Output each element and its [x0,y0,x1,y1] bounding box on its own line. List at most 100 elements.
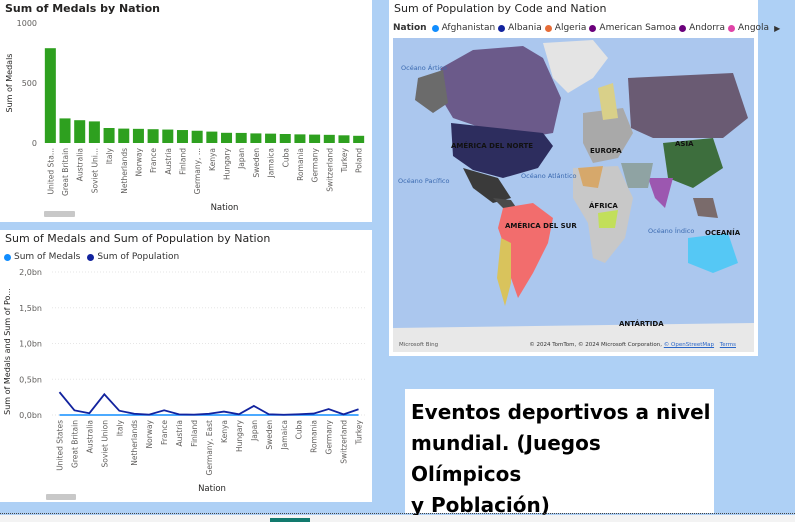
bar-hungary [221,132,233,143]
line-xtick-australia: Australia [85,420,94,453]
osm-link[interactable]: © OpenStreetMap [663,342,715,348]
line-xtick-germany: Germany [325,419,334,454]
bar-great-britain [59,118,71,143]
line-series-sum-of-population [58,391,359,416]
bar-italy [103,128,115,143]
line-ytick-3: 0,5bn [19,375,42,384]
active-page-tab[interactable] [270,518,310,522]
line-chart-title: Sum of Medals and Sum of Population by N… [5,232,271,245]
india-shape [648,178,673,208]
legend-andorra-label[interactable]: Andorra [689,23,725,33]
bar-xtick-sweden: Sweden [252,148,261,178]
antarctica-shape [393,323,754,352]
legend-afghanistan-label[interactable]: Afghanistan [441,23,496,33]
line-ylabel: Sum of Medals and Sum of Po... [3,288,12,415]
south-america-south-shape [497,238,511,306]
bar-xtick-switzerland: Switzerland [325,148,334,192]
map-legend: Nation Afghanistan Albania Algeria Ameri… [393,23,780,33]
bar-xtick-great-britain: Great Britain [61,148,70,196]
line-xtick-austria: Austria [175,420,184,447]
bar-xtick-italy: Italy [105,147,114,164]
label-oceania: OCEANÍA [705,228,741,237]
map-attribution: © 2024 TomTom, © 2024 Microsoft Corporat… [529,342,736,348]
bar-netherlands [118,128,130,143]
legend-next-arrow-icon[interactable]: ▶ [774,23,781,33]
bar-switzerland [323,134,335,143]
legend-american-samoa-marker [589,24,597,32]
legend-population-label[interactable]: Sum of Population [97,252,180,262]
bar-soviet-uni [88,121,100,143]
map-canvas[interactable]: Océano Ártico Océano Pacífico Océano Atl… [393,38,754,352]
line-xtick-netherlands: Netherlands [130,420,139,466]
map-title: Sum of Population by Code and Nation [394,2,607,15]
bar-xtick-hungary: Hungary [223,147,232,180]
line-xtick-france: France [160,420,169,445]
bar-australia [74,120,86,143]
legend-medals-marker [4,253,11,261]
bar-turkey [338,135,350,143]
line-xtick-kenya: Kenya [220,420,229,443]
line-xtick-united-states: United States [55,420,64,471]
bar-xtick-germany: Germany, ... [193,148,202,194]
title-line-1: Eventos deportivos a nivel [411,400,711,424]
line-xtick-germany-east: Germany, East [205,420,214,475]
southeast-asia-shape [693,198,718,218]
legend-american-samoa-label[interactable]: American Samoa [599,23,677,33]
legend-algeria-marker [544,24,552,32]
line-xtick-hungary: Hungary [235,419,244,452]
line-xtick-japan: Japan [250,420,259,442]
population-map-visual[interactable]: Sum of Population by Code and Nation Nat… [389,0,780,356]
legend-albania-marker [498,24,506,32]
world-map-svg: Océano Ártico Océano Pacífico Océano Atl… [393,40,754,352]
australia-shape [688,233,738,273]
legend-medals-label[interactable]: Sum of Medals [14,252,81,262]
bar-united-sta [44,48,56,144]
legend-angola-label[interactable]: Angola [737,23,770,33]
bar-chart-scrollbar[interactable] [44,211,75,217]
medals-population-line-chart-visual[interactable]: Sum of Medals and Sum of Population by N… [0,230,372,502]
label-oceano-indico: Océano Índico [648,226,694,235]
bar-xtick-norway: Norway [134,147,143,176]
alaska-shape [415,70,448,113]
bar-xtick-netherlands: Netherlands [120,148,129,194]
bing-logo: Microsoft Bing [399,342,439,348]
legend-albania-label[interactable]: Albania [508,23,542,33]
medals-bar-chart-visual[interactable]: Sum of Medals by Nation 1000 500 0 Sum of M… [0,0,372,222]
bar-romania [294,134,306,143]
map-legend-title: Nation [393,23,427,33]
bar-germany [309,134,321,143]
north-america-canada-shape [438,46,561,138]
bar-ytick-1000: 1000 [17,19,37,28]
line-xtick-sweden: Sweden [265,420,274,450]
terms-link[interactable]: Terms [719,342,736,348]
label-oceano-pacifico: Océano Pacífico [398,177,449,185]
bar-xlabel: Nation [211,203,239,213]
bar-chart-plot: 1000 500 0 Sum of Medals United Sta... Great … [5,19,365,213]
bar-japan [235,132,247,143]
line-xtick-italy: Italy [115,419,124,436]
bar-cuba [279,134,291,143]
bar-poland [353,135,365,143]
line-xtick-romania: Romania [310,420,319,453]
bar-xtick-cuba: Cuba [281,148,290,167]
title-line-2: mundial. (Juegos Olímpicos [411,431,601,486]
label-asia: ASIA [675,140,694,148]
line-xtick-cuba: Cuba [295,420,304,439]
bar-xtick-united-sta: United Sta... [46,148,55,194]
mexico-shape [463,168,511,203]
line-xtick-switzerland: Switzerland [340,420,349,464]
legend-algeria-label[interactable]: Algeria [554,23,587,33]
line-ytick-0: 2,0bn [19,268,42,277]
line-xtick-finland: Finland [190,420,199,447]
bar-germany [191,130,203,143]
line-xlabel: Nation [198,484,226,494]
line-chart-scrollbar[interactable] [46,494,76,500]
scandinavia-shape [598,83,618,120]
bar-ylabel: Sum of Medals [5,54,14,113]
bar-xtick-turkey: Turkey [340,147,349,173]
title-text-box[interactable]: Eventos deportivos a nivel mundial. (Jue… [405,389,714,517]
legend-population-marker [87,253,95,261]
bar-norway [132,128,144,143]
bar-xtick-romania: Romania [296,148,305,181]
line-ytick-1: 1,5bn [19,304,42,313]
